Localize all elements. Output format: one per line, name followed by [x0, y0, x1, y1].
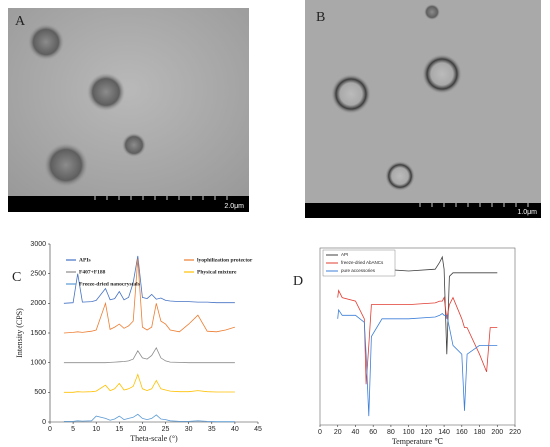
scale-bar-label: 2.0μm — [224, 203, 244, 210]
x-tick-label: 15 — [115, 426, 123, 433]
series-line — [337, 308, 498, 417]
x-tick-label: 40 — [352, 429, 360, 436]
x-tick-label: 220 — [509, 429, 521, 436]
x-tick-label: 160 — [456, 429, 468, 436]
x-tick-label: 45 — [254, 426, 262, 433]
x-tick-label: 20 — [139, 426, 147, 433]
x-tick-label: 0 — [318, 429, 322, 436]
legend-label: Freeze-dried nanocrystals — [79, 281, 140, 287]
panel-label: A — [15, 14, 26, 29]
panel-label: B — [316, 10, 325, 25]
series-line — [63, 258, 236, 334]
legend-label: pure accessories — [341, 268, 376, 273]
legend-label: lyophilization protector — [197, 257, 253, 263]
x-tick-label: 180 — [474, 429, 486, 436]
x-tick-label: 200 — [491, 429, 503, 436]
y-tick-label: 2000 — [30, 300, 46, 307]
plot-frame — [319, 247, 516, 426]
x-tick-label: 60 — [369, 429, 377, 436]
y-tick-label: 500 — [34, 389, 46, 396]
y-tick-label: 3000 — [30, 241, 46, 248]
series-line — [63, 255, 235, 304]
tem-image-b: B 1.0μm — [305, 0, 541, 218]
panel-label: D — [293, 274, 303, 289]
x-tick-label: 40 — [231, 426, 239, 433]
x-tick-label: 140 — [438, 429, 450, 436]
panel-label: C — [12, 270, 21, 285]
y-tick-label: 2500 — [30, 271, 46, 278]
legend-label: freeze-dried AbANCs — [341, 260, 384, 265]
y-tick-label: 0 — [42, 419, 46, 426]
tem-image-a: A 2.0μm — [8, 8, 249, 212]
y-axis-label: Intensity (CPS) — [15, 308, 24, 358]
series-line — [63, 373, 235, 393]
x-tick-label: 10 — [92, 426, 100, 433]
x-axis-label: Theta-scale (°) — [130, 434, 178, 443]
x-tick-label: 30 — [185, 426, 193, 433]
legend-label: API — [341, 252, 348, 257]
y-tick-label: 1000 — [30, 360, 46, 367]
series-line — [63, 346, 235, 364]
legend-label: Physical mixture — [197, 269, 237, 275]
x-axis-label: Temperature ℃ — [392, 437, 443, 446]
scale-bar-label: 1.0μm — [517, 209, 537, 216]
legend-label: F407+F188 — [79, 269, 106, 275]
x-tick-label: 20 — [334, 429, 342, 436]
x-tick-label: 80 — [387, 429, 395, 436]
x-tick-label: 25 — [162, 426, 170, 433]
legend-label: APIs — [79, 257, 91, 263]
series-line — [63, 413, 235, 423]
x-tick-label: 120 — [421, 429, 433, 436]
series-line — [337, 289, 498, 385]
x-tick-label: 5 — [71, 426, 75, 433]
y-tick-label: 1500 — [30, 330, 46, 337]
x-tick-label: 0 — [48, 426, 52, 433]
x-tick-label: 35 — [208, 426, 216, 433]
x-tick-label: 100 — [403, 429, 415, 436]
